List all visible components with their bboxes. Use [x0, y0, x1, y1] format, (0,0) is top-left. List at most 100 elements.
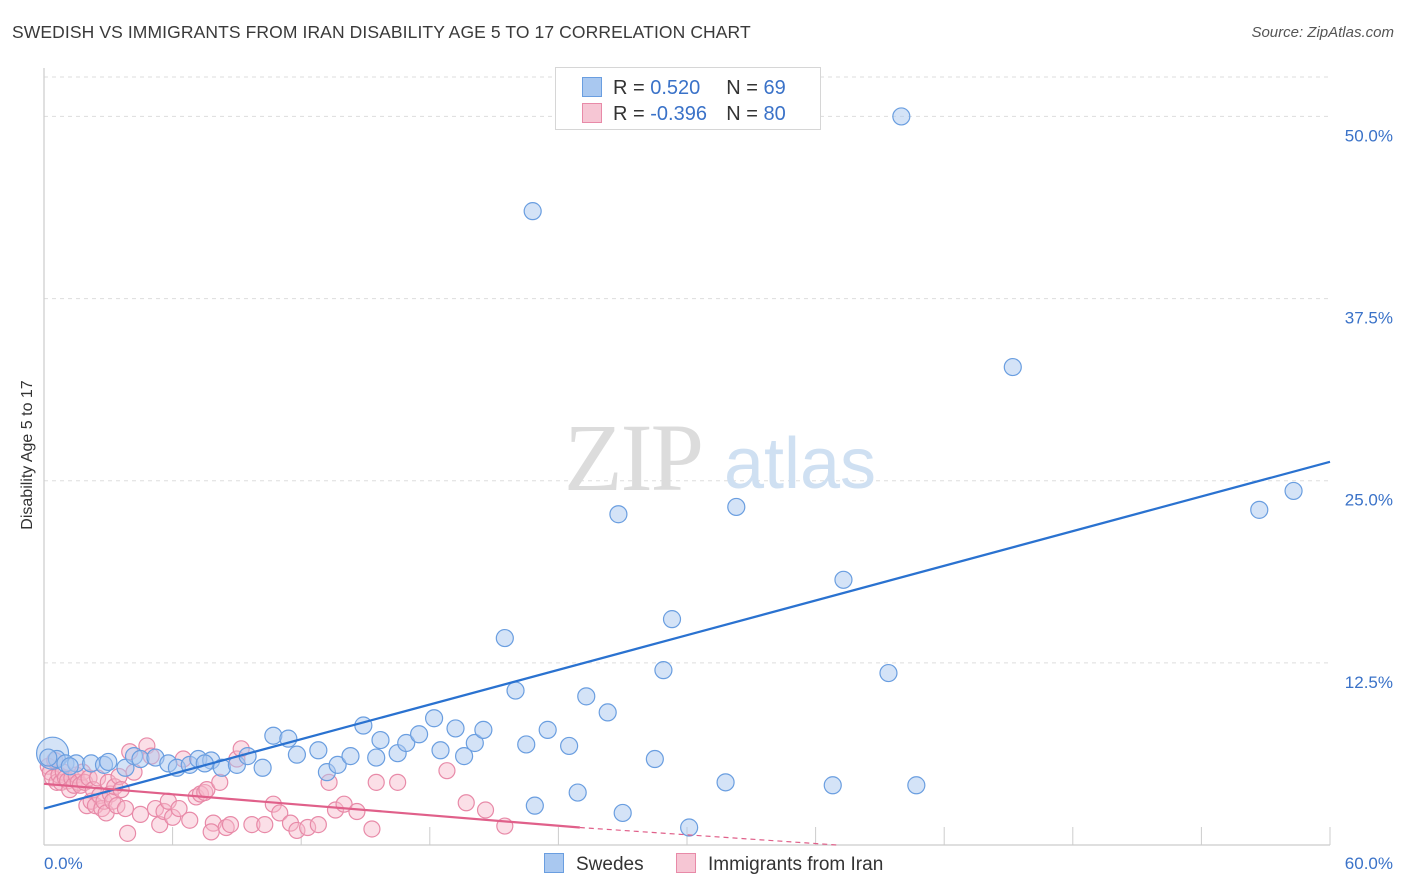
iran-point — [211, 773, 229, 791]
swedes-point — [598, 703, 617, 722]
iran-point — [299, 818, 317, 837]
swedes-point — [431, 741, 450, 760]
trend-lines — [43, 460, 1331, 846]
swedes-point — [264, 726, 283, 745]
swedes-point — [424, 709, 444, 728]
iran-point — [116, 799, 135, 818]
iran-point — [367, 773, 385, 791]
swedes-point — [662, 610, 682, 629]
iran-point — [243, 815, 261, 834]
legend-item-iran[interactable]: Immigrants from Iran — [676, 853, 883, 876]
swedes-point — [523, 202, 542, 221]
series-legend: Swedes Immigrants from Iran — [0, 850, 1406, 880]
iran-trend-line — [43, 782, 580, 829]
swedes-point — [39, 748, 58, 767]
swedes-swatch — [582, 77, 602, 97]
swedes-swatch — [544, 853, 564, 873]
iran-point — [256, 815, 274, 834]
iran-point — [170, 799, 188, 818]
swedes-point — [397, 733, 416, 753]
iran-point — [131, 805, 150, 824]
swedes-point — [645, 749, 664, 769]
legend-r-label: R = — [613, 103, 651, 125]
iran-point — [348, 802, 366, 821]
iran-point — [457, 794, 475, 812]
swedes-point — [253, 758, 272, 777]
y-tick-label: 12.5% — [1345, 673, 1393, 692]
swedes-point — [446, 719, 465, 738]
swedes-point — [907, 776, 926, 795]
iran-point — [476, 801, 495, 819]
swedes-point — [716, 773, 735, 792]
legend-n-label: N = — [726, 103, 764, 125]
chart-title: SWEDISH VS IMMIGRANTS FROM IRAN DISABILI… — [12, 22, 751, 42]
iran-point — [288, 821, 306, 840]
swedes-point — [409, 725, 429, 744]
swedes-trend-line — [43, 460, 1331, 810]
swedes-point — [1003, 357, 1022, 377]
swedes-point — [328, 755, 347, 774]
swedes-point — [495, 628, 514, 648]
y-tick-label: 50.0% — [1345, 126, 1393, 145]
swedes-point — [654, 661, 673, 680]
swedes-point — [309, 741, 328, 760]
swedes-point — [680, 818, 699, 837]
iran-point — [151, 815, 169, 834]
iran-point — [438, 762, 456, 780]
swedes-point — [474, 720, 493, 739]
swedes-point — [568, 783, 587, 802]
swedes-point — [538, 720, 557, 739]
source-credit: Source: ZipAtlas.com — [1251, 24, 1394, 41]
swedes-point — [525, 796, 544, 815]
x-tick-label: 0.0% — [44, 854, 83, 873]
swedes-points — [35, 107, 1303, 837]
swedes-point — [341, 747, 360, 766]
x-tick-label: 60.0% — [1345, 854, 1393, 873]
swedes-point — [727, 497, 746, 517]
legend-item-swedes[interactable]: Swedes — [544, 853, 644, 876]
swedes-point — [60, 757, 79, 776]
stats-legend: R = 0.520 N = 69 R = -0.396 N = 80 — [555, 67, 821, 130]
legend-r-label: R = — [613, 77, 651, 99]
y-tick-label: 25.0% — [1345, 491, 1393, 510]
swedes-point — [517, 735, 536, 754]
watermark-atlas: atlas — [724, 424, 876, 504]
iran-point — [309, 815, 327, 834]
y-axis-label: Disability Age 5 to 17 — [19, 380, 36, 530]
legend-n-value: 80 — [763, 103, 786, 125]
swedes-point — [834, 570, 853, 589]
swedes-point — [371, 730, 390, 750]
swedes-point — [613, 803, 632, 823]
watermark-zip: ZIP — [564, 404, 702, 511]
swedes-point — [287, 745, 307, 764]
legend-r-value: 0.520 — [650, 77, 701, 99]
legend-n-label: N = — [726, 77, 764, 99]
swedes-point — [367, 748, 386, 767]
iran-point — [202, 823, 220, 841]
swedes-point — [454, 747, 474, 766]
swedes-point — [560, 736, 579, 756]
swedes-point — [892, 107, 911, 126]
iran-point — [118, 824, 137, 842]
iran-point — [181, 811, 199, 829]
iran-point — [271, 804, 289, 822]
legend-item-label: Immigrants from Iran — [708, 854, 884, 875]
iran-point — [389, 773, 407, 791]
swedes-point — [879, 663, 898, 683]
swedes-point — [506, 681, 525, 700]
iran-point — [221, 815, 240, 834]
gridlines — [44, 76, 1330, 664]
swedes-point — [609, 505, 628, 524]
legend-n-value: 69 — [763, 77, 786, 99]
iran-point — [164, 808, 182, 826]
legend-row-iran: R = -0.396 N = 80 — [582, 103, 786, 127]
swedes-point — [1250, 500, 1269, 519]
y-tick-label: 37.5% — [1345, 309, 1393, 328]
iran-point — [363, 820, 381, 838]
legend-r-value: -0.396 — [650, 103, 707, 125]
swedes-point — [823, 776, 842, 795]
swedes-point — [577, 687, 596, 706]
iran-point — [326, 801, 345, 819]
legend-item-label: Swedes — [576, 854, 644, 875]
